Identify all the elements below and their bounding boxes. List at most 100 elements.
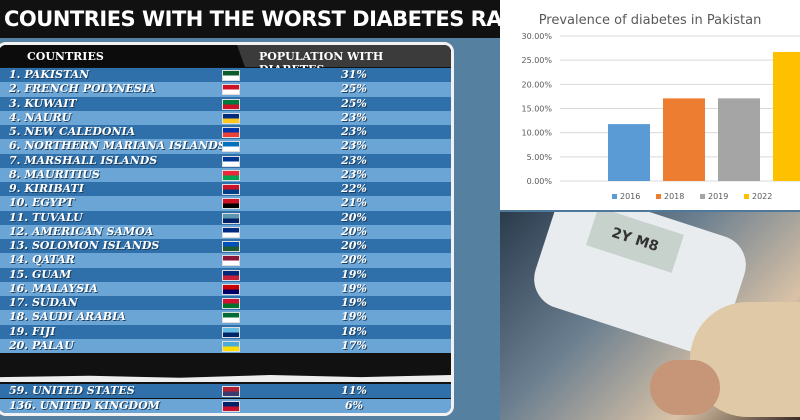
- rank: 3.: [9, 96, 21, 110]
- rank: 17.: [9, 296, 29, 309]
- table-row: 59. UNITED STATES 11%: [0, 384, 451, 399]
- rank: 11.: [9, 210, 29, 224]
- country: AMERICAN SAMOA: [31, 224, 154, 238]
- country-flag-icon: [222, 198, 240, 210]
- rank: 15.: [9, 267, 29, 281]
- diabetes-rate: 25%: [341, 82, 367, 96]
- diabetes-rate: 20%: [341, 210, 367, 224]
- diabetes-rate: 23%: [341, 110, 367, 124]
- country-name: 13. SOLOMON ISLANDS: [9, 239, 159, 253]
- country-name: 5. NEW CALEDONIA: [9, 125, 135, 139]
- country-name: 9. KIRIBATI: [9, 182, 84, 196]
- legend-swatch: [656, 194, 661, 199]
- country: MAURITIUS: [24, 167, 100, 181]
- y-tick-label: 15.00%: [521, 105, 552, 114]
- torn-divider-edge: [0, 375, 451, 382]
- y-tick-label: 0.00%: [527, 177, 553, 186]
- country: NAURU: [24, 110, 72, 124]
- country-name: 11. TUVALU: [9, 211, 83, 225]
- diabetes-rate: 6%: [344, 399, 364, 412]
- diabetes-rate: 31%: [341, 68, 367, 81]
- country-flag-icon: [222, 326, 240, 338]
- table-row: 18. SAUDI ARABIA 19%: [0, 310, 451, 325]
- diabetes-rate: 20%: [341, 253, 367, 267]
- country-name: 136. UNITED KINGDOM: [9, 399, 160, 413]
- rank: 9.: [9, 182, 21, 195]
- country: TUVALU: [31, 210, 83, 224]
- diabetes-rate: 21%: [341, 196, 367, 210]
- country: SAUDI ARABIA: [31, 310, 126, 324]
- legend-swatch: [700, 194, 705, 199]
- bar-2018: [663, 98, 705, 181]
- legend-label: 2018: [664, 192, 684, 201]
- rank: 16.: [9, 281, 29, 295]
- country-name: 14. QATAR: [9, 253, 75, 267]
- country-flag-icon: [222, 127, 240, 138]
- country: FIJI: [31, 324, 56, 338]
- table-row: 10. EGYPT 21%: [0, 196, 451, 211]
- legend-swatch: [612, 194, 617, 199]
- rank: 13.: [9, 239, 29, 252]
- y-tick-label: 30.00%: [521, 32, 552, 41]
- country-name: 3. KUWAIT: [9, 97, 77, 111]
- infographic-panel: COUNTRIES WITH THE WORST DIABETES RATES …: [0, 0, 500, 416]
- country: SOLOMON ISLANDS: [31, 239, 160, 252]
- country-flag-icon: [222, 401, 240, 412]
- table-row: 12. AMERICAN SAMOA 20%: [0, 224, 451, 239]
- country: UNITED KINGDOM: [39, 399, 160, 412]
- country: FRENCH POLYNESIA: [24, 82, 156, 96]
- rank: 12.: [9, 224, 29, 238]
- rank: 18.: [9, 310, 29, 324]
- country-flag-icon: [222, 112, 240, 124]
- table-row: 19. FIJI 18%: [0, 324, 451, 339]
- infographic-title: COUNTRIES WITH THE WORST DIABETES RATES: [0, 0, 500, 38]
- table-row: 9. KIRIBATI 22%: [0, 182, 451, 197]
- glucose-meter-photo: 2Y M8: [500, 212, 800, 420]
- country: GUAM: [31, 267, 72, 281]
- country-flag-icon: [222, 84, 240, 96]
- header-countries: COUNTRIES: [27, 50, 104, 63]
- country: NEW CALEDONIA: [24, 125, 136, 138]
- diabetes-rate: 22%: [341, 182, 367, 195]
- diabetes-rate: 19%: [341, 267, 367, 281]
- table-row: 17. SUDAN 19%: [0, 296, 451, 311]
- table-row: 11. TUVALU 20%: [0, 210, 451, 225]
- country-name: 19. FIJI: [9, 325, 55, 339]
- diabetes-rate: 19%: [341, 310, 367, 324]
- country-name: 15. GUAM: [9, 268, 71, 282]
- country-flag-icon: [222, 340, 240, 352]
- country-flag-icon: [222, 226, 240, 238]
- table-row: 5. NEW CALEDONIA 23%: [0, 125, 451, 140]
- rank: 7.: [9, 153, 21, 167]
- table-header-value-bg: [237, 45, 451, 67]
- country-name: 59. UNITED STATES: [9, 384, 135, 398]
- finger: [650, 360, 720, 415]
- table-row: 1. PAKISTAN 31%: [0, 68, 451, 83]
- country-flag-icon: [222, 155, 240, 167]
- legend-swatch: [744, 194, 749, 199]
- bar-2019: [718, 98, 760, 181]
- diabetes-rate: 23%: [341, 167, 367, 181]
- country: KUWAIT: [24, 96, 77, 110]
- table-row: 15. GUAM 19%: [0, 267, 451, 282]
- table-row: 4. NAURU 23%: [0, 110, 451, 125]
- country: NORTHERN MARIANA ISLANDS: [24, 139, 226, 153]
- country-name: 12. AMERICAN SAMOA: [9, 225, 153, 239]
- country: PALAU: [31, 338, 74, 352]
- diabetes-rate: 11%: [341, 384, 367, 397]
- rank: 6.: [9, 139, 21, 153]
- country-name: 6. NORTHERN MARIANA ISLANDS: [9, 139, 226, 153]
- table-row: 8. MAURITIUS 23%: [0, 167, 451, 182]
- y-tick-label: 20.00%: [521, 80, 552, 89]
- diabetes-rate: 20%: [341, 239, 367, 252]
- y-tick-label: 25.00%: [521, 56, 552, 65]
- legend-label: 2022: [752, 192, 772, 201]
- table-row: 136. UNITED KINGDOM 6%: [0, 399, 451, 413]
- rank: 10.: [9, 196, 29, 210]
- country-flag-icon: [222, 98, 240, 110]
- country-flag-icon: [222, 241, 240, 252]
- rank: 14.: [9, 253, 29, 267]
- legend-label: 2019: [708, 192, 728, 201]
- country-flag-icon: [222, 298, 240, 309]
- table-row: 6. NORTHERN MARIANA ISLANDS 23%: [0, 139, 451, 154]
